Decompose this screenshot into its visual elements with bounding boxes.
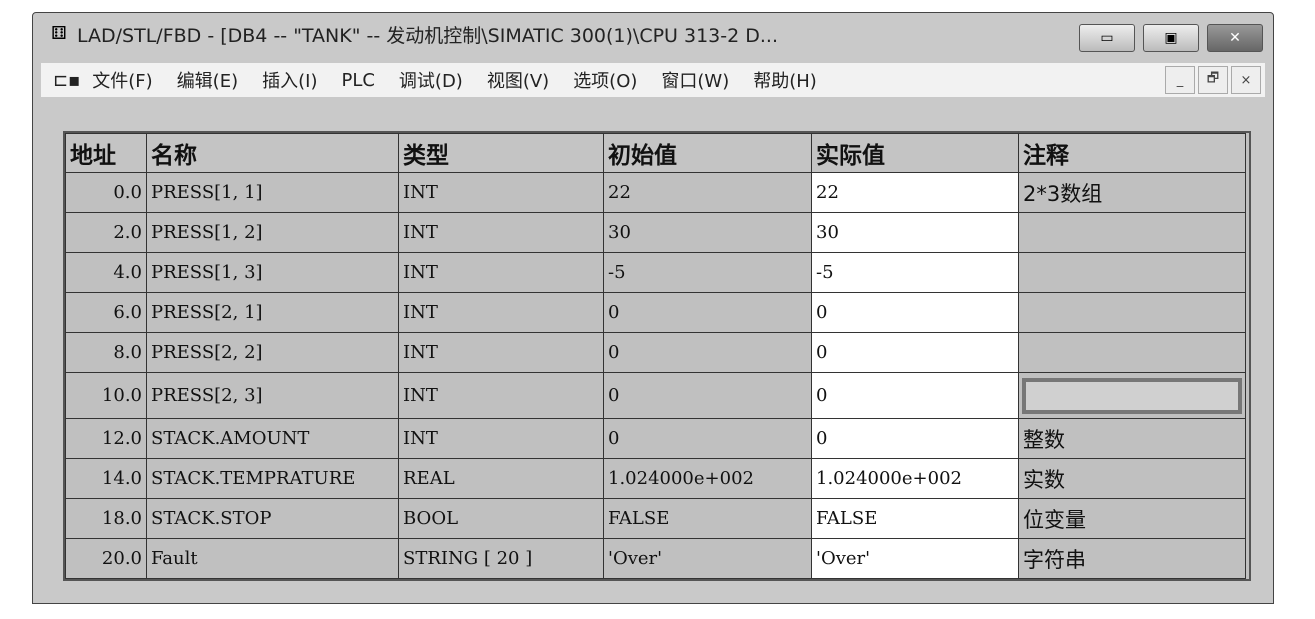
cell-comment[interactable]: [1018, 252, 1246, 293]
data-block-table: 地址 名称 类型 初始值 实际值 注释 0.0 PRESS[1, 1] INT 22 22 2*3数…: [63, 131, 1251, 581]
table-row[interactable]: 18.0 STACK.STOP BOOL FALSE FALSE 位变量: [65, 498, 1246, 539]
table-row[interactable]: 20.0 Fault STRING [ 20 ] 'Over' 'Over' 字符串: [65, 538, 1246, 579]
menu-view[interactable]: 视图(V): [486, 71, 550, 92]
cell-address: 14.0: [65, 458, 147, 499]
cell-name: PRESS[1, 2]: [146, 212, 399, 253]
cell-comment[interactable]: 实数: [1018, 458, 1246, 499]
table-row[interactable]: 12.0 STACK.AMOUNT INT 0 0 整数: [65, 418, 1246, 459]
cell-address: 0.0: [65, 172, 147, 213]
cell-actual-value[interactable]: 0: [811, 372, 1019, 419]
mdi-restore-button[interactable]: 🗗: [1198, 66, 1228, 94]
cell-address: 4.0: [65, 252, 147, 293]
menu-debug[interactable]: 调试(D): [398, 71, 463, 92]
comment-edit-box[interactable]: [1022, 377, 1242, 414]
menu-edit[interactable]: 编辑(E): [176, 71, 239, 92]
cell-initial-value: -5: [603, 252, 812, 293]
cell-initial-value: FALSE: [603, 498, 812, 539]
editor-window: ⚅ LAD/STL/FBD - [DB4 -- "TANK" -- 发动机控制\…: [32, 12, 1274, 604]
cell-type: INT: [398, 418, 604, 459]
maximize-button[interactable]: ▣: [1143, 24, 1199, 52]
table-row[interactable]: 6.0 PRESS[2, 1] INT 0 0: [65, 292, 1246, 333]
cell-address: 6.0: [65, 292, 147, 333]
menu-options[interactable]: 选项(O): [573, 71, 638, 92]
cell-address: 18.0: [65, 498, 147, 539]
cell-initial-value: 0: [603, 332, 812, 373]
cell-type: REAL: [398, 458, 604, 499]
window-title: LAD/STL/FBD - [DB4 -- "TANK" -- 发动机控制\SI…: [77, 24, 779, 47]
cell-name: PRESS[2, 1]: [146, 292, 399, 333]
cell-type: INT: [398, 292, 604, 333]
close-button[interactable]: ✕: [1207, 24, 1263, 52]
cell-comment[interactable]: 2*3数组: [1018, 172, 1246, 213]
cell-name: PRESS[1, 1]: [146, 172, 399, 213]
document-icon[interactable]: ⊏▪: [53, 69, 81, 91]
table-row[interactable]: 4.0 PRESS[1, 3] INT -5 -5: [65, 252, 1246, 293]
cell-address: 12.0: [65, 418, 147, 459]
mdi-minimize-button[interactable]: _: [1165, 66, 1195, 94]
cell-actual-value[interactable]: 'Over': [811, 538, 1019, 579]
cell-name: PRESS[1, 3]: [146, 252, 399, 293]
table-row[interactable]: 10.0 PRESS[2, 3] INT 0 0: [65, 372, 1246, 419]
menu-file[interactable]: 文件(F): [92, 71, 153, 92]
cell-initial-value: 0: [603, 292, 812, 333]
header-actual-value: 实际值: [811, 133, 1019, 173]
table-row[interactable]: 14.0 STACK.TEMPRATURE REAL 1.024000e+002 1.0…: [65, 458, 1246, 499]
cell-actual-value[interactable]: 0: [811, 332, 1019, 373]
menu-help[interactable]: 帮助(H): [753, 71, 817, 92]
cell-address: 2.0: [65, 212, 147, 253]
menu-insert[interactable]: 插入(I): [262, 71, 318, 92]
minimize-button[interactable]: ▭: [1079, 24, 1135, 52]
cell-initial-value: 22: [603, 172, 812, 213]
menu-window[interactable]: 窗口(W): [661, 71, 730, 92]
cell-name: STACK.TEMPRATURE: [146, 458, 399, 499]
header-name: 名称: [146, 133, 399, 173]
cell-name: STACK.AMOUNT: [146, 418, 399, 459]
cell-initial-value: 30: [603, 212, 812, 253]
header-initial-value: 初始值: [603, 133, 812, 173]
header-comment: 注释: [1018, 133, 1246, 173]
cell-address: 20.0: [65, 538, 147, 579]
cell-type: INT: [398, 372, 604, 419]
cell-actual-value[interactable]: 22: [811, 172, 1019, 213]
cell-actual-value[interactable]: 0: [811, 292, 1019, 333]
table-row[interactable]: 0.0 PRESS[1, 1] INT 22 22 2*3数组: [65, 172, 1246, 213]
cell-comment[interactable]: [1018, 372, 1246, 419]
cell-comment[interactable]: [1018, 292, 1246, 333]
cell-type: INT: [398, 172, 604, 213]
cell-actual-value[interactable]: FALSE: [811, 498, 1019, 539]
cell-type: INT: [398, 212, 604, 253]
cell-address: 10.0: [65, 372, 147, 419]
cell-initial-value: 1.024000e+002: [603, 458, 812, 499]
cell-type: INT: [398, 332, 604, 373]
mdi-close-button[interactable]: ×: [1231, 66, 1261, 94]
cell-type: INT: [398, 252, 604, 293]
cell-name: STACK.STOP: [146, 498, 399, 539]
cell-actual-value[interactable]: -5: [811, 252, 1019, 293]
cell-actual-value[interactable]: 1.024000e+002: [811, 458, 1019, 499]
app-icon: ⚅: [51, 23, 67, 44]
cell-actual-value[interactable]: 30: [811, 212, 1019, 253]
cell-actual-value[interactable]: 0: [811, 418, 1019, 459]
cell-comment[interactable]: 整数: [1018, 418, 1246, 459]
cell-comment[interactable]: [1018, 332, 1246, 373]
cell-initial-value: 'Over': [603, 538, 812, 579]
cell-comment[interactable]: 位变量: [1018, 498, 1246, 539]
title-bar: ⚅ LAD/STL/FBD - [DB4 -- "TANK" -- 发动机控制\…: [33, 13, 1273, 55]
table-row[interactable]: 2.0 PRESS[1, 2] INT 30 30: [65, 212, 1246, 253]
cell-address: 8.0: [65, 332, 147, 373]
cell-type: STRING [ 20 ]: [398, 538, 604, 579]
cell-initial-value: 0: [603, 372, 812, 419]
cell-name: PRESS[2, 2]: [146, 332, 399, 373]
cell-initial-value: 0: [603, 418, 812, 459]
cell-name: Fault: [146, 538, 399, 579]
menu-plc[interactable]: PLC: [341, 69, 375, 91]
cell-name: PRESS[2, 3]: [146, 372, 399, 419]
header-type: 类型: [398, 133, 604, 173]
cell-type: BOOL: [398, 498, 604, 539]
table-row[interactable]: 8.0 PRESS[2, 2] INT 0 0: [65, 332, 1246, 373]
header-address: 地址: [65, 133, 147, 173]
cell-comment[interactable]: [1018, 212, 1246, 253]
menu-bar: ⊏▪ 文件(F) 编辑(E) 插入(I) PLC 调试(D) 视图(V) 选项(…: [41, 63, 1265, 97]
cell-comment[interactable]: 字符串: [1018, 538, 1246, 579]
